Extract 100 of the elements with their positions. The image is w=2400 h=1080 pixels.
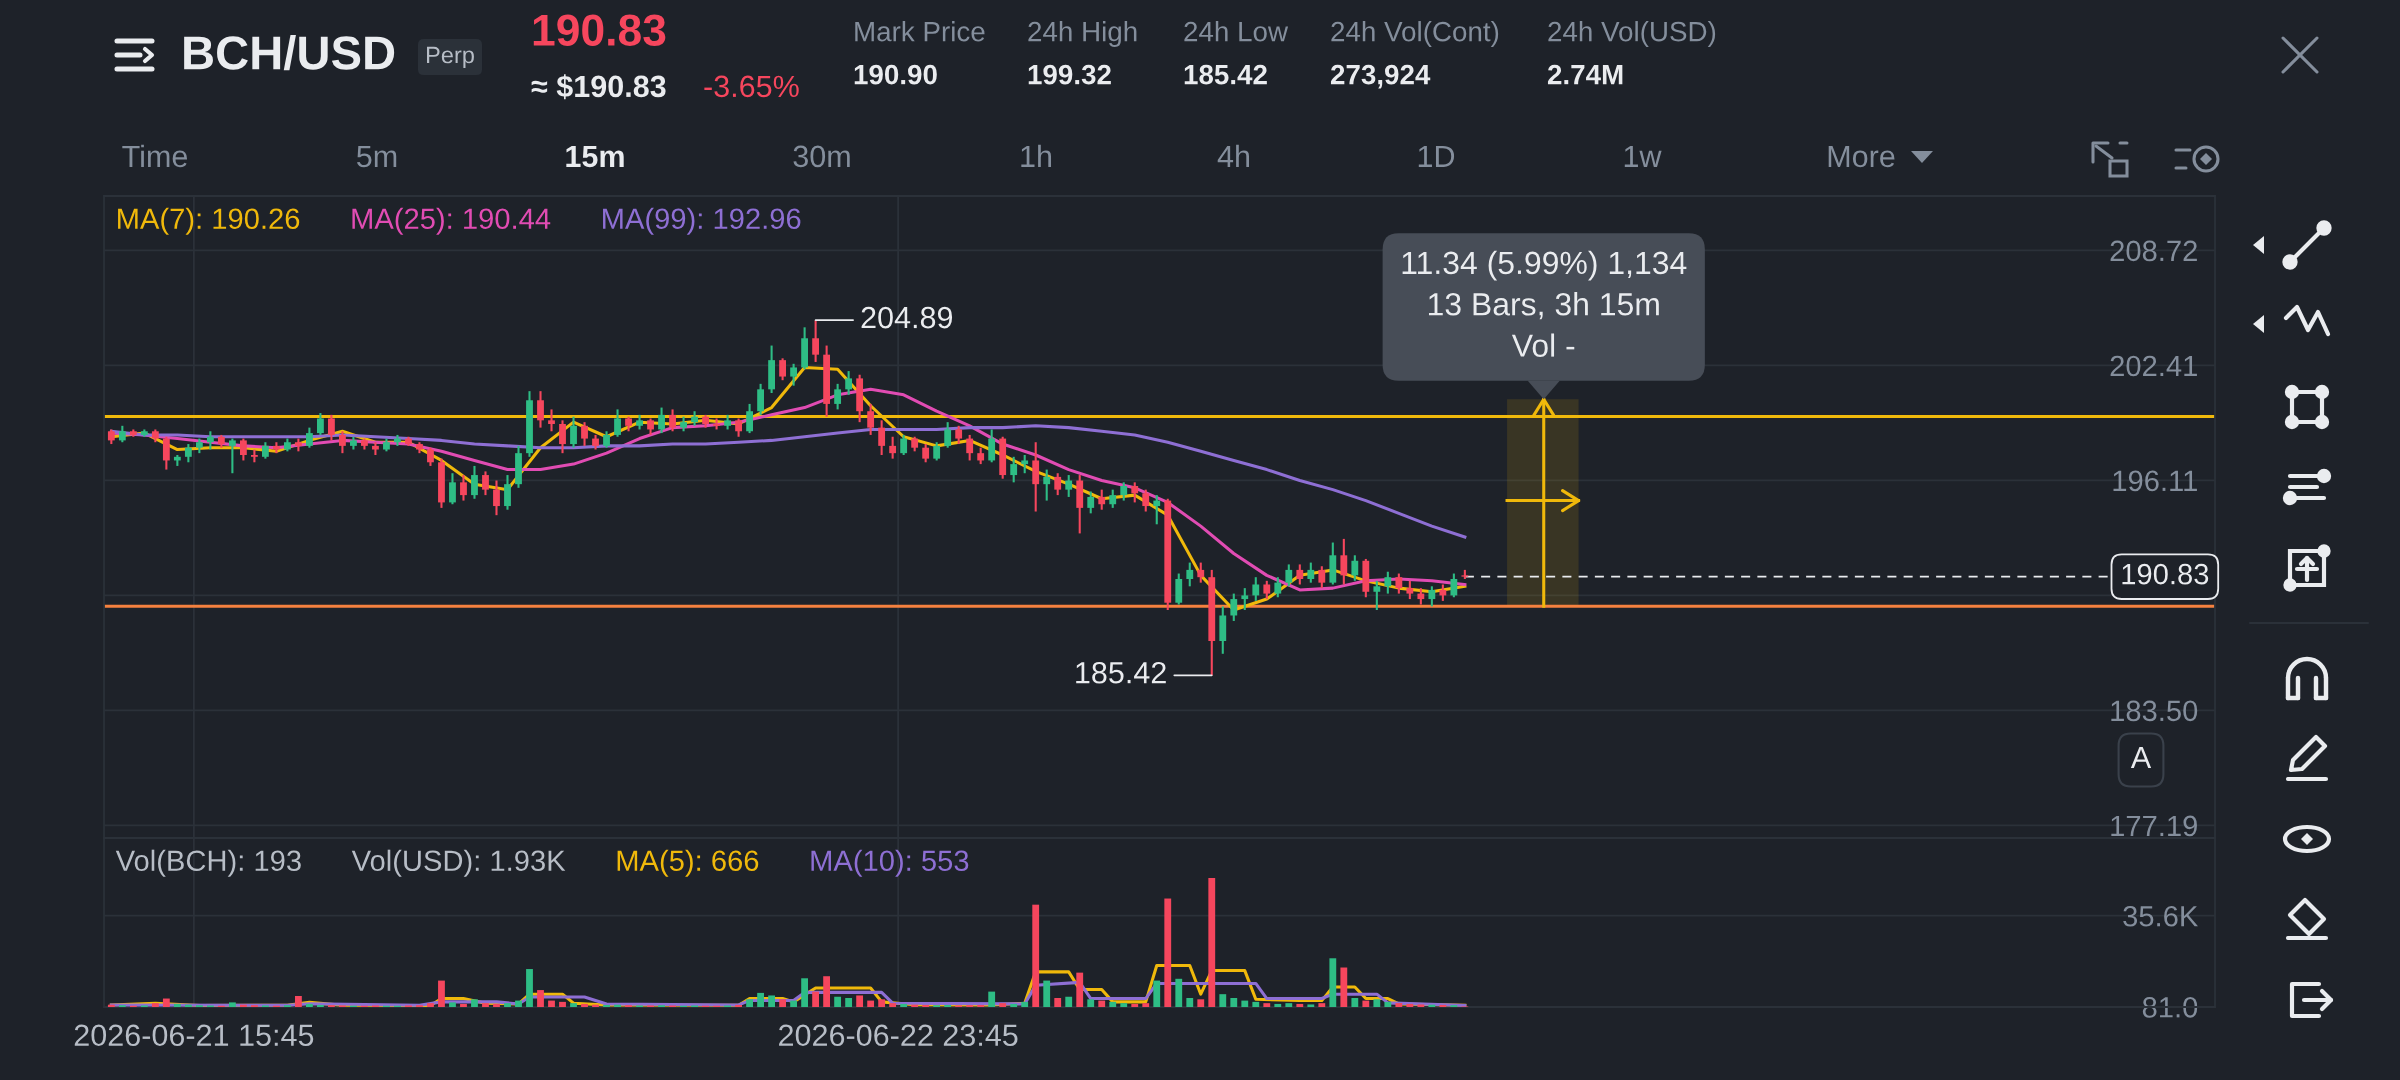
bar [1329,958,1337,1007]
text: 185.42 [1184,64,1267,85]
bar [603,1004,610,1007]
text: More [1828,145,1895,168]
candlestick [1109,488,1117,509]
candlestick [328,413,335,442]
candlestick [878,419,886,457]
candlestick [889,435,897,460]
y-tick-label: 177.19 [2111,815,2197,837]
text: ≈ $190.83 [531,74,666,100]
bar [1109,1001,1117,1007]
bar [1274,1003,1282,1007]
candlestick [1032,441,1040,513]
candlestick [812,319,820,364]
bar [1065,996,1073,1007]
candlestick [614,408,621,438]
candlestick [1230,592,1238,622]
bar [1175,978,1183,1007]
candlestick [1241,587,1249,612]
candlestick [471,464,478,500]
bar [581,1003,588,1007]
candlestick [944,421,952,449]
bar [151,1003,159,1007]
candlestick [504,474,511,511]
bar [460,1003,467,1007]
bar [1384,1001,1392,1007]
bar [427,1003,434,1007]
text: 1w [1624,145,1662,167]
candlestick [922,443,930,464]
y-tick-label: 202.41 [2110,355,2197,377]
bar [548,1000,555,1007]
bar [746,999,753,1007]
bar [977,1004,985,1007]
candlestick [1054,472,1062,497]
y-tick-label: 196.11 [2113,470,2197,492]
text: 199.32 [1028,64,1111,85]
bar [1351,998,1359,1007]
bar [1340,967,1348,1007]
candlestick [1395,572,1403,595]
candlestick [1197,561,1205,584]
bar [735,1004,742,1007]
candlestick [449,472,456,506]
candlestick [746,402,753,435]
candlestick [1307,561,1315,584]
candlestick [779,357,787,382]
candlestick [1043,468,1051,502]
bar [1395,1003,1403,1007]
candlestick [1450,572,1458,599]
bar [834,996,842,1007]
bar [1076,972,1084,1007]
candlestick [1010,455,1018,484]
bar [845,998,853,1007]
bar [317,1004,324,1007]
candlestick [1065,474,1073,498]
bar [504,1003,511,1007]
bar [570,1003,577,1007]
text: 24h High [1028,21,1137,47]
candlestick [206,430,214,451]
bar [1186,998,1194,1007]
bar [757,992,764,1007]
candlestick [1120,481,1128,502]
bar [173,1003,181,1007]
bar [801,978,809,1007]
text: 24h Vol(Cont) [1331,21,1499,47]
annotation: Vol(BCH): 193 [115,849,301,877]
text: -3.65% [704,75,799,98]
text: Mark Price [855,21,985,42]
text: 30m [793,145,850,168]
bar [1098,1000,1106,1007]
candlestick [790,362,798,387]
candlestick [933,441,941,462]
bar [790,1000,798,1007]
bar [999,1003,1007,1007]
candlestick [1318,565,1326,590]
candlestick [955,424,963,446]
candlestick [1087,490,1095,515]
text: MA(25): 190.44 [352,207,551,235]
candlestick [548,408,555,433]
text: 4h [1217,144,1250,167]
bar [1362,1000,1370,1007]
bar [823,976,831,1007]
candlestick [228,437,236,475]
bar [988,991,996,1007]
bar [1307,1004,1315,1007]
bar [867,1000,875,1007]
candlestick [1098,488,1106,511]
y-tick-label: 183.50 [2111,700,2198,722]
candlestick [162,435,170,471]
bar [482,1003,489,1007]
text: MA(7): 190.26 [118,207,300,235]
bar [306,1003,313,1007]
chart-title: BCH/USD [184,34,395,71]
bar [1318,1003,1326,1007]
bar [1241,1000,1249,1007]
bar [1054,998,1062,1007]
bar [1087,999,1095,1007]
bar [471,999,478,1007]
bar [295,995,302,1007]
bar [1153,980,1161,1007]
bar [900,1003,908,1007]
